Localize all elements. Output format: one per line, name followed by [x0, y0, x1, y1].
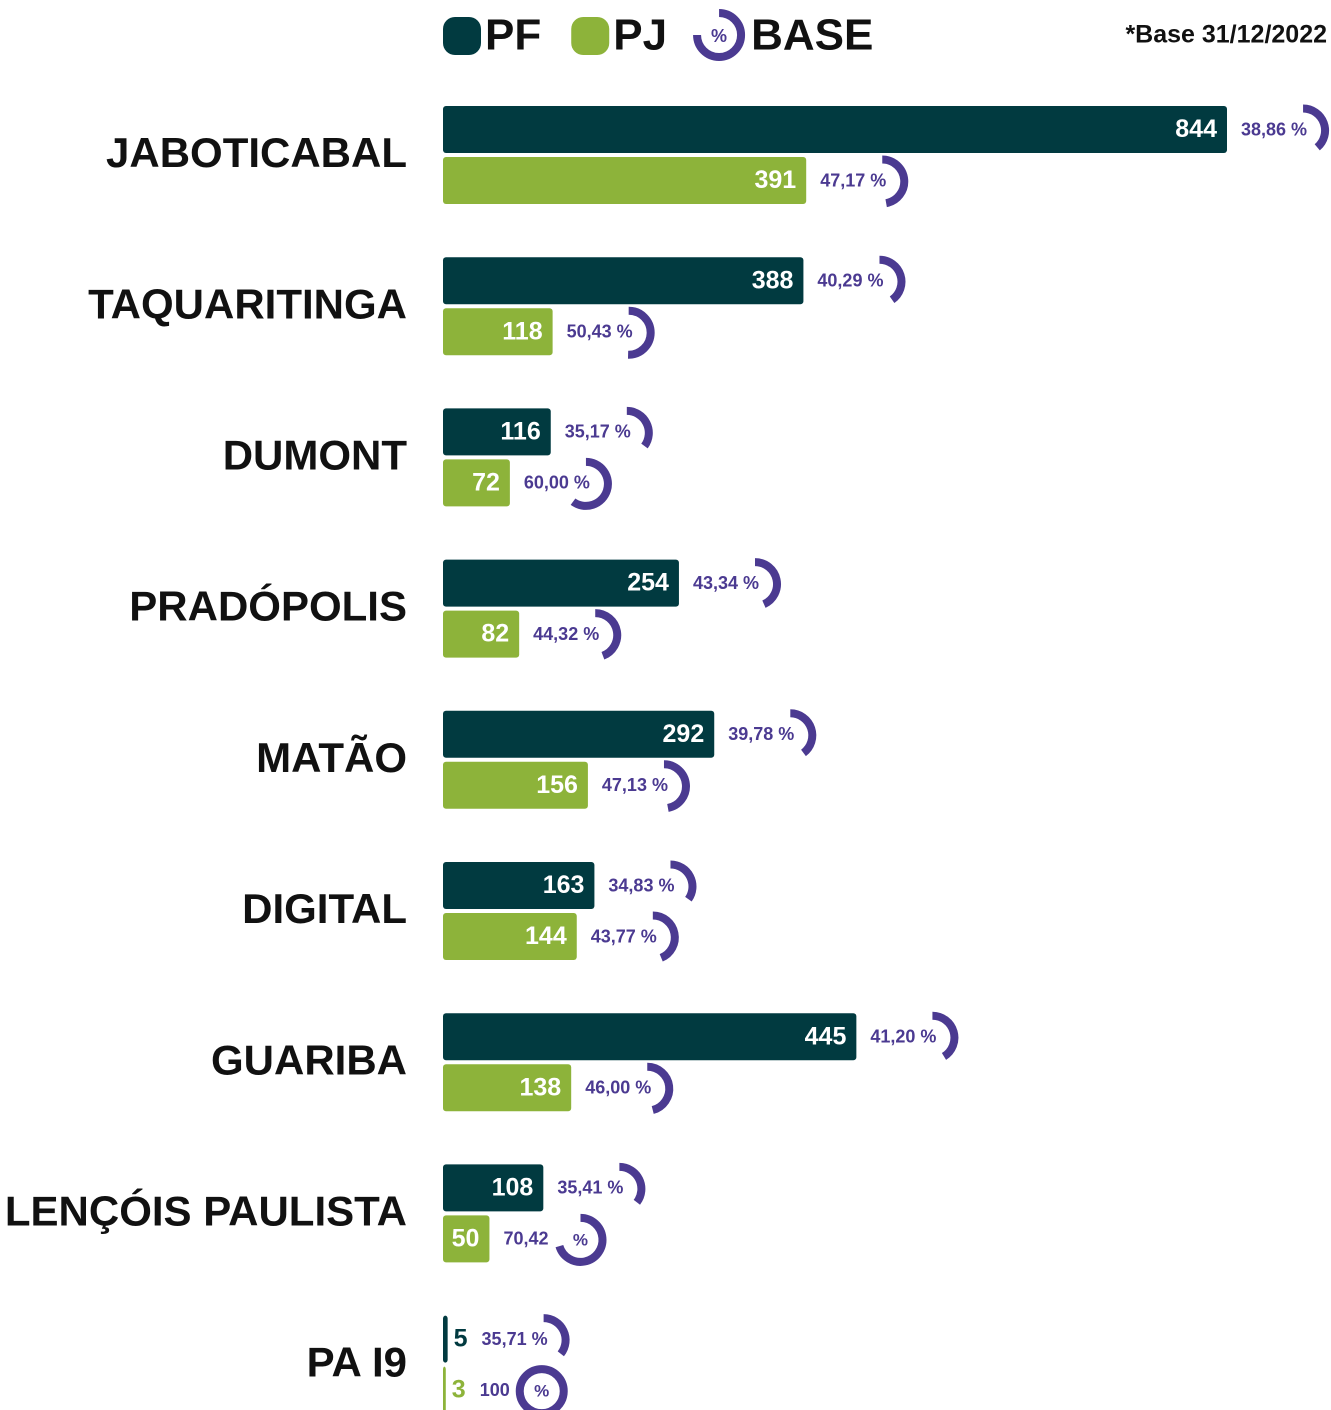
- category-label: TAQUARITINGA: [88, 280, 407, 327]
- base-symbol: %: [534, 1382, 549, 1401]
- value-label: 156: [536, 771, 578, 799]
- category-label: PRADÓPOLIS: [129, 582, 407, 630]
- legend-swatch: [571, 17, 610, 55]
- base-donut: [619, 1162, 646, 1205]
- base-label: 100: [480, 1380, 510, 1400]
- value-label: 254: [627, 569, 669, 597]
- base-label: 43,77 %: [591, 926, 657, 946]
- base-label: 47,13 %: [602, 775, 668, 795]
- note: *Base 31/12/2022: [1125, 21, 1327, 49]
- category-label: DIGITAL: [242, 885, 407, 932]
- value-label: 116: [500, 418, 540, 446]
- base-label: 50,43 %: [567, 321, 633, 341]
- category-label: PA I9: [307, 1339, 407, 1386]
- value-label: 292: [663, 720, 705, 748]
- value-label: 3: [452, 1376, 466, 1404]
- value-label: 388: [752, 266, 794, 294]
- base-donut: [1302, 104, 1330, 151]
- base-donut: [570, 457, 612, 510]
- bar: [443, 913, 577, 960]
- value-label: 163: [543, 871, 585, 899]
- value-label: 144: [525, 922, 567, 950]
- bar: [443, 862, 595, 909]
- base-label: 39,78 %: [728, 724, 794, 744]
- value-label: 50: [452, 1225, 480, 1253]
- base-donut: [670, 860, 697, 902]
- base-donut: [932, 1011, 959, 1060]
- category-label: JABOTICABAL: [106, 129, 407, 176]
- base-label: 34,83 %: [608, 875, 674, 895]
- base-donut: [515, 1365, 568, 1410]
- category-label: LENÇÓIS PAULISTA: [5, 1186, 407, 1234]
- base-label: 46,00 %: [585, 1077, 651, 1097]
- bar: [443, 408, 551, 456]
- value-label: 5: [454, 1325, 468, 1353]
- bar: [443, 761, 588, 809]
- base-donut: [879, 255, 906, 304]
- value-label: 72: [472, 469, 500, 497]
- base-donut: [881, 155, 909, 208]
- base-label: 35,17 %: [565, 422, 631, 442]
- bar: [443, 106, 1227, 153]
- bar: [443, 1013, 857, 1061]
- base-donut: [543, 1314, 570, 1357]
- value-label: 118: [502, 317, 542, 345]
- base-donut: [626, 406, 653, 449]
- category-label: MATÃO: [256, 734, 407, 781]
- base-donut: [754, 558, 781, 608]
- base-label: 43,34 %: [693, 573, 759, 593]
- bar: [443, 610, 520, 658]
- bar: [443, 1315, 448, 1363]
- base-donut: [555, 1213, 607, 1266]
- base-label: 60,00 %: [524, 473, 590, 493]
- category-label: DUMONT: [223, 431, 408, 478]
- base-label: 35,71 %: [482, 1329, 548, 1349]
- bar: [443, 459, 510, 507]
- value-label: 391: [754, 166, 796, 194]
- base-donut: [790, 709, 817, 757]
- base-label: 40,29 %: [817, 270, 883, 290]
- base-donut: [594, 609, 622, 660]
- bar: [443, 157, 807, 204]
- legend-donut: [693, 9, 746, 61]
- legend-label: BASE: [751, 11, 873, 60]
- base-donut: [652, 911, 679, 962]
- base-label: 38,86 %: [1241, 119, 1307, 139]
- base-label: 70,42: [503, 1229, 548, 1249]
- bar: [443, 559, 679, 607]
- base-symbol: %: [573, 1230, 588, 1249]
- value-label: 844: [1175, 115, 1217, 143]
- legend-swatch: [443, 17, 481, 55]
- base-label: 44,32 %: [533, 624, 599, 644]
- base-label: 35,41 %: [557, 1178, 623, 1198]
- bar: [443, 257, 804, 305]
- category-label: GUARIBA: [211, 1036, 407, 1083]
- legend-label: PJ: [613, 11, 667, 60]
- legend-symbol: %: [711, 26, 727, 46]
- value-label: 138: [519, 1073, 561, 1101]
- base-donut: [627, 306, 655, 359]
- base-label: 47,17 %: [820, 170, 886, 190]
- value-label: 108: [492, 1174, 534, 1202]
- value-label: 82: [481, 620, 509, 648]
- bar: [443, 1064, 572, 1112]
- base-donut: [646, 1062, 674, 1114]
- legend-label: PF: [485, 11, 541, 60]
- base-donut: [663, 760, 690, 812]
- bar: [443, 1215, 490, 1263]
- bar: [443, 710, 715, 758]
- base-label: 41,20 %: [870, 1026, 936, 1046]
- bar: [443, 1366, 446, 1410]
- value-label: 445: [805, 1022, 847, 1050]
- bar: [443, 1164, 544, 1212]
- bar: [443, 308, 553, 356]
